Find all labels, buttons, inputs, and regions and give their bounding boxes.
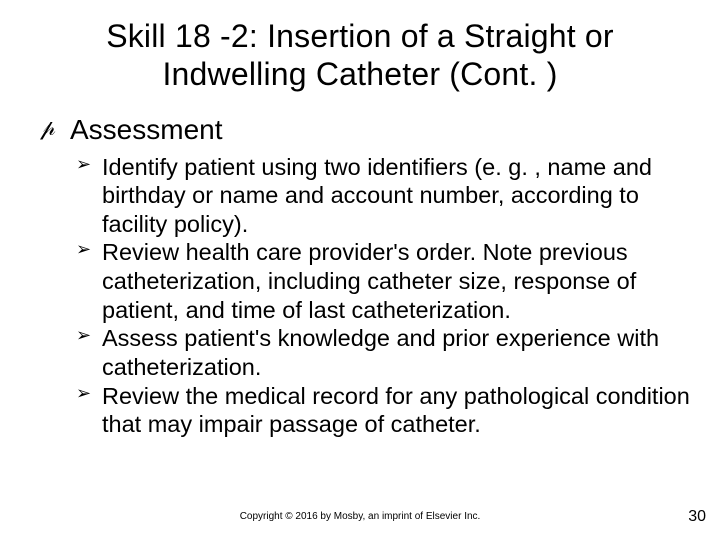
item-text: Assess patient's knowledge and prior exp… <box>102 325 659 380</box>
outer-item-assessment: 𝓅 Assessment ➢ Identify patient using tw… <box>70 112 690 440</box>
outer-list: 𝓅 Assessment ➢ Identify patient using tw… <box>30 112 690 440</box>
script-bullet-icon: 𝓅 <box>40 114 56 142</box>
arrow-bullet-icon: ➢ <box>76 325 91 347</box>
list-item: ➢ Review health care provider's order. N… <box>102 238 690 324</box>
item-text: Identify patient using two identifiers (… <box>102 154 652 237</box>
outer-heading: Assessment <box>70 114 223 145</box>
page-number: 30 <box>688 508 706 526</box>
arrow-bullet-icon: ➢ <box>76 154 91 176</box>
slide: Skill 18 -2: Insertion of a Straight or … <box>0 0 720 540</box>
arrow-bullet-icon: ➢ <box>76 239 91 261</box>
copyright-footer: Copyright © 2016 by Mosby, an imprint of… <box>0 511 720 522</box>
list-item: ➢ Assess patient's knowledge and prior e… <box>102 324 690 381</box>
item-text: Review the medical record for any pathol… <box>102 383 690 438</box>
arrow-bullet-icon: ➢ <box>76 383 91 405</box>
item-text: Review health care provider's order. Not… <box>102 239 636 322</box>
inner-list: ➢ Identify patient using two identifiers… <box>70 153 690 440</box>
list-item: ➢ Review the medical record for any path… <box>102 382 690 439</box>
list-item: ➢ Identify patient using two identifiers… <box>102 153 690 239</box>
slide-title: Skill 18 -2: Insertion of a Straight or … <box>60 18 660 94</box>
